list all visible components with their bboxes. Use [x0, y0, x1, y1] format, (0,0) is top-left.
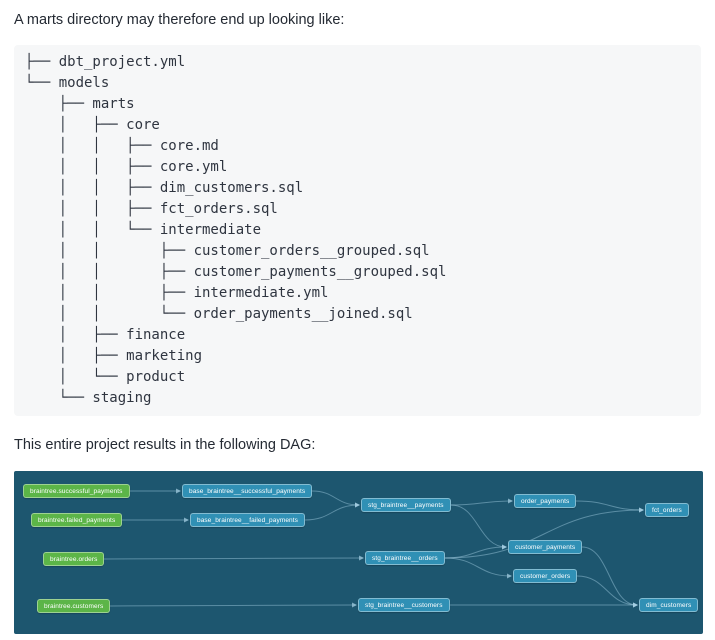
- dag-node-stg_braintree__orders: stg_braintree__orders: [365, 551, 445, 565]
- intro-paragraph: A marts directory may therefore end up l…: [14, 12, 345, 28]
- dag-node-braintree.successful_payments: braintree.successful_payments: [23, 484, 130, 498]
- dag-edges-layer: [103, 488, 644, 608]
- dag-node-stg_braintree__payments: stg_braintree__payments: [361, 498, 451, 512]
- dag-edge: [103, 555, 364, 561]
- dag-node-fct_orders: fct_orders: [645, 503, 689, 517]
- dag-edge: [450, 504, 507, 550]
- dag-node-stg_braintree__customers: stg_braintree__customers: [358, 598, 450, 612]
- dag-node-braintree.failed_payments: braintree.failed_payments: [31, 513, 123, 527]
- dag-node-customer_orders: customer_orders: [513, 569, 578, 583]
- dag-edge: [575, 500, 644, 513]
- dag-node-braintree.orders: braintree.orders: [43, 552, 105, 566]
- dag-node-base_braintree__successful_payments: base_braintree__successful_payments: [182, 484, 313, 498]
- dag-node-customer_payments: customer_payments: [508, 540, 583, 554]
- dag-edge: [444, 544, 507, 559]
- dag-node-base_braintree__failed_payments: base_braintree__failed_payments: [190, 513, 306, 527]
- dag-edge: [581, 546, 638, 608]
- dag-edge: [450, 498, 513, 506]
- dag-node-dim_customers: dim_customers: [639, 598, 699, 612]
- dag-edge: [109, 602, 357, 608]
- directory-tree-code-block: ├── dbt_project.yml └── models ├── marts…: [14, 45, 701, 416]
- dag-intro-paragraph: This entire project results in the follo…: [14, 437, 316, 453]
- dag-figure: braintree.successful_payments braintree.f…: [14, 471, 703, 634]
- dag-edge: [304, 502, 360, 521]
- dag-node-order_payments: order_payments: [514, 494, 577, 508]
- dag-edge: [444, 557, 512, 579]
- dag-edge: [444, 507, 644, 559]
- dag-node-braintree.customers: braintree.customers: [37, 599, 111, 613]
- dag-edge: [311, 490, 360, 508]
- dag-edge: [576, 575, 638, 608]
